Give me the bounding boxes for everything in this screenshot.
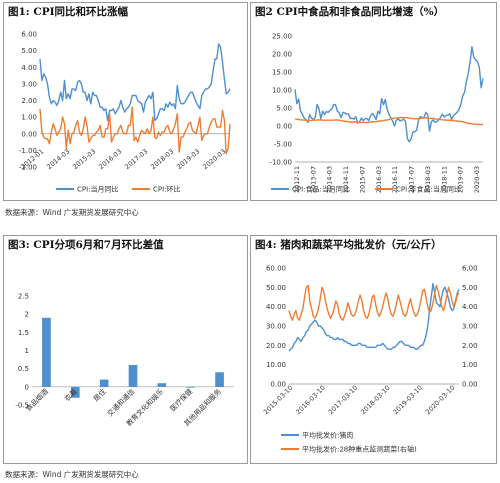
chart-panel-items: 图3: CPI分项6月和7月环比差值 2.5 2 1.5 1 0.5 0 -0.5 食品烟酒衣… [3, 235, 248, 464]
y-tick-label: 20.00 [272, 51, 292, 59]
y-tick-label: 1 [25, 347, 29, 355]
y-tick-label: 1.5 [18, 329, 29, 337]
y-tick-label: -0.5 [15, 402, 29, 410]
y-tick-label: 6.00 [21, 31, 37, 39]
x-tick-label: 2013-07 [309, 166, 317, 193]
y-tick-label: 10.00 [266, 361, 286, 369]
y2-tick-label: 0.00 [462, 381, 478, 389]
series-line-1 [294, 116, 483, 126]
x-tick-label: 2018-03-10 [359, 384, 391, 416]
y-tick-label: 0.5 [18, 365, 29, 373]
x-tick-label: 2017-03-10 [327, 384, 359, 416]
chart-pork-svg: 60.00 50.00 40.00 30.00 20.00 10.00 0.00 6.00 5.… [262, 265, 478, 454]
x-tick-label: 2018-11 [440, 166, 448, 193]
y2-tick-label: 5.00 [462, 284, 478, 292]
data-source-note: 数据来源：Wind 广发期货发展研究中心 [5, 470, 139, 479]
bar [157, 383, 167, 387]
y-tick-label: 30.00 [266, 323, 286, 331]
chart-title: 图3: CPI分项6月和7月环比差值 [8, 239, 164, 251]
x-tick-label: 2015-07 [358, 166, 366, 193]
series-line-0 [288, 282, 460, 352]
y-tick-label: 15.00 [272, 69, 292, 77]
x-tick-label: 2015-03-10 [262, 384, 294, 416]
x-tick-label: 2014-03 [45, 147, 71, 171]
y-tick-label: 2.00 [21, 97, 37, 105]
bar [70, 386, 80, 398]
y-tick-label: 3.00 [21, 80, 37, 88]
y-tick-label: 0.00 [270, 381, 286, 389]
y-tick-label: -2.00 [19, 164, 37, 172]
x-tick-label: 2016-11 [391, 166, 399, 193]
chart-panel-pork: 图4: 猪肉和蔬菜平均批发价（元/公斤） 60.00 50.00 40.00 30.0… [250, 235, 497, 464]
y-tick-label: -5.00 [274, 141, 292, 149]
x-tick-label: 2014-11 [342, 166, 350, 193]
y-tick-label: 10.00 [272, 87, 292, 95]
x-tick-label: 2015-03 [71, 147, 97, 171]
series-line-0 [294, 46, 484, 143]
x-tick-label: 2016-03 [375, 166, 383, 193]
bar [186, 386, 196, 388]
y2-tick-label: 3.00 [462, 323, 478, 331]
x-tick-label: 2020-03 [201, 147, 227, 171]
x-tick-label: 2016-03-10 [294, 384, 326, 416]
y-tick-label: 60.00 [266, 265, 286, 273]
chart-title: 图2 CPI中食品和非食品同比增速（%） [255, 6, 445, 18]
category-label: 医疗保健 [168, 387, 194, 413]
x-tick-label: 2017-07 [408, 166, 416, 193]
bar [99, 379, 109, 387]
x-tick-label: 2017-03 [123, 147, 149, 171]
chart-panel-cpi: 图1: CPI同比和环比涨幅 6.00 5.00 4.00 3.00 2.00 1.00 0… [3, 2, 248, 201]
legend-label: CPI:非食品:当月同比 [396, 185, 461, 194]
y2-tick-label: 1.00 [462, 361, 478, 369]
chart-title: 图4: 猪肉和蔬菜平均批发价（元/公斤） [255, 239, 442, 251]
x-tick-label: 2019-03-10 [392, 384, 424, 416]
y-tick-label: -1.00 [19, 147, 37, 155]
category-label: 交通和通信 [105, 387, 136, 418]
legend-label: CPI:环比 [153, 185, 181, 194]
x-tick-label: 2014-03 [326, 166, 334, 193]
legend-label: 平均批发价:猪肉 [302, 431, 353, 440]
y-tick-label: 50.00 [266, 284, 286, 292]
y-tick-label: 2 [25, 311, 29, 319]
y-tick-label: 20.00 [266, 342, 286, 350]
y-tick-label: 1.00 [21, 114, 37, 122]
chart-cpi-svg: 6.00 5.00 4.00 3.00 2.00 1.00 0.00 -1.00 -2.00 20… [19, 31, 231, 194]
y-tick-label: 0 [25, 383, 29, 391]
chart-panel-food: 图2 CPI中食品和非食品同比增速（%） 25.00 20.00 15.00 10.0… [250, 2, 497, 201]
y-tick-label: -10.00 [269, 159, 292, 167]
x-tick-label: 2020-03-10 [424, 384, 456, 416]
series-line-1 [288, 284, 460, 321]
category-label: 居住 [91, 387, 107, 403]
x-tick-label: 2016-03 [97, 147, 123, 171]
x-tick-label: 2012-11 [293, 166, 301, 193]
bar [42, 317, 51, 387]
bar [215, 372, 224, 387]
x-tick-label: 2020-03 [473, 166, 481, 193]
legend-label: 平均批发价:28种重点监测蔬菜(右轴) [302, 445, 417, 454]
y-tick-label: 0.00 [21, 130, 37, 138]
series-line-0 [39, 43, 231, 122]
x-tick-label: 2018-03 [149, 147, 175, 171]
y2-tick-label: 6.00 [462, 265, 478, 273]
x-tick-label: 2018-03 [424, 166, 432, 193]
data-source-note: 数据来源：Wind 广发期货发展研究中心 [5, 208, 139, 217]
y-tick-label: 2.5 [18, 293, 29, 301]
y-tick-label: 25.00 [272, 33, 292, 41]
y-tick-label: 0.00 [276, 123, 292, 131]
bar [128, 365, 138, 387]
chart-title: 图1: CPI同比和环比涨幅 [8, 6, 129, 18]
y2-tick-label: 2.00 [462, 342, 478, 350]
y-tick-label: 4.00 [21, 64, 37, 72]
legend-label: CPI:食品:当月同比 [292, 185, 350, 194]
y-tick-label: 5.00 [21, 47, 37, 55]
y-tick-label: 5.00 [276, 105, 292, 113]
x-tick-label: 2019-07 [457, 166, 465, 193]
chart-food-svg: 25.0020.0015.0010.005.000.00-5.00-10.002… [269, 33, 484, 194]
series-line-1 [39, 106, 231, 155]
legend-label: CPI:当月同比 [77, 185, 119, 194]
y2-tick-label: 4.00 [462, 303, 478, 311]
y-tick-label: 40.00 [266, 303, 286, 311]
